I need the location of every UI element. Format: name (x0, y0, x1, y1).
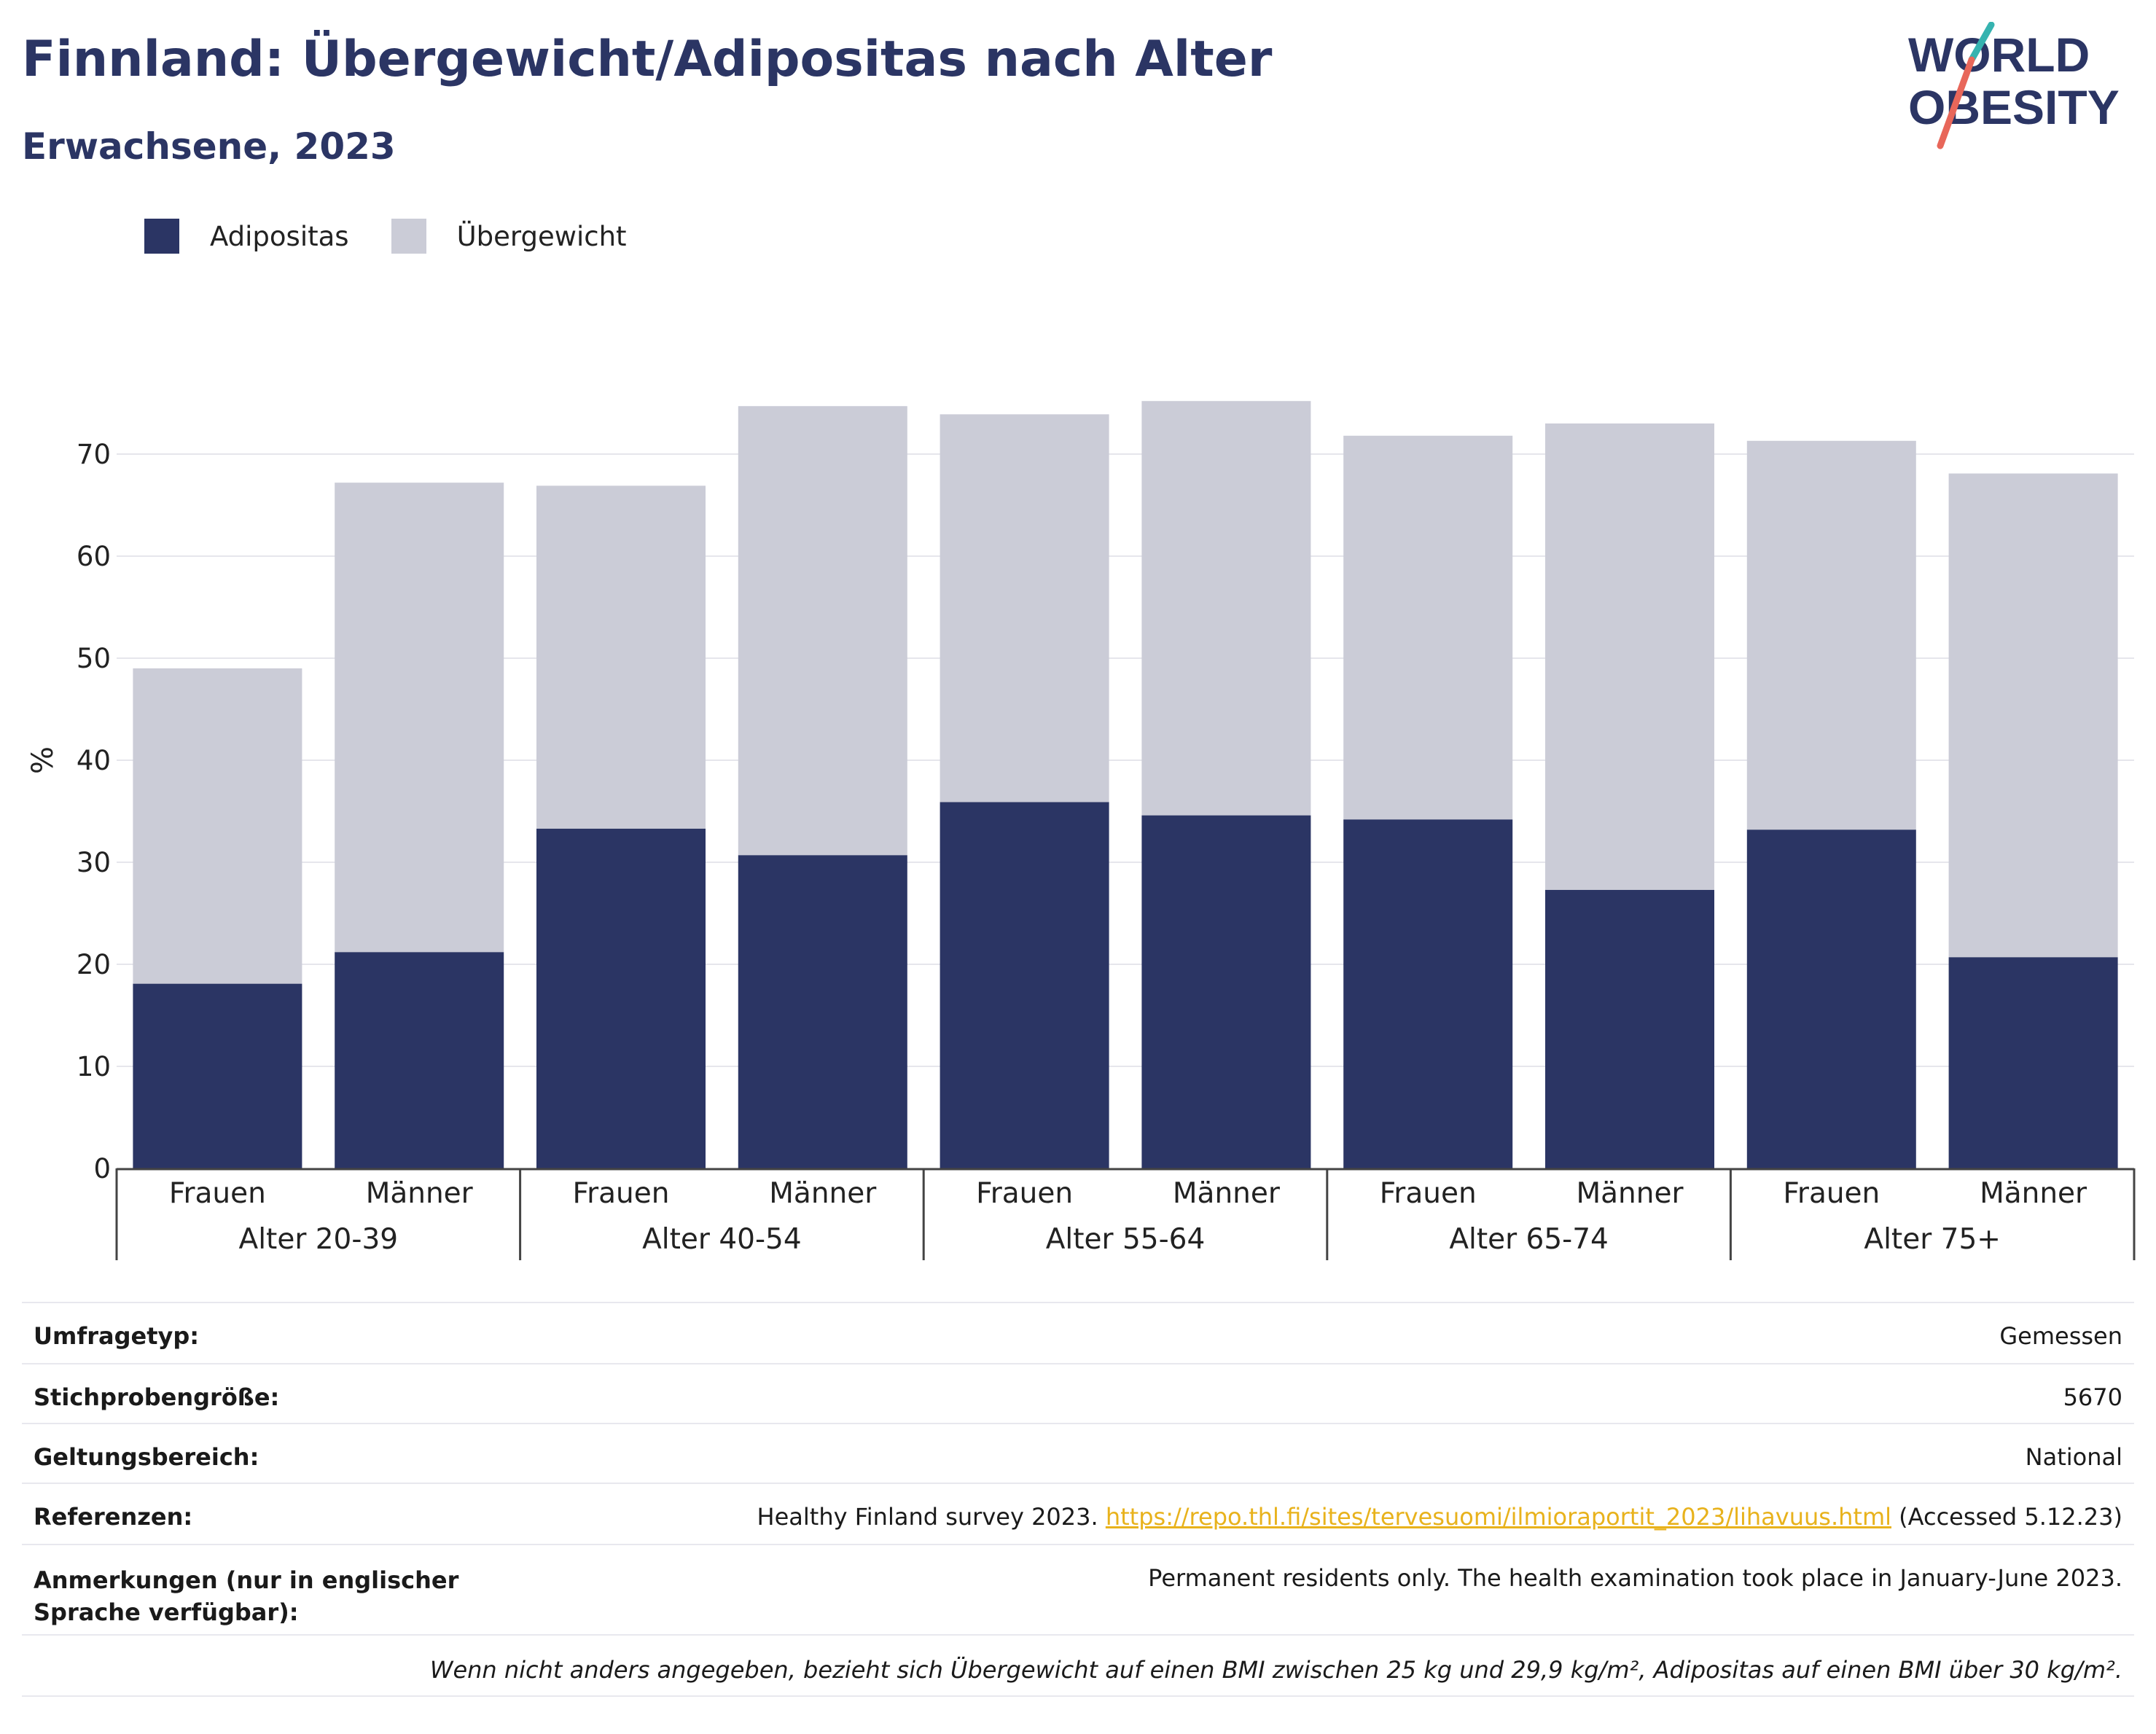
info-row-notes: Anmerkungen (nur in englischer Sprache v… (22, 1544, 2134, 1634)
bar-uebergewicht (1948, 473, 2118, 958)
x-tick-label: Frauen (1783, 1177, 1880, 1210)
bar-uebergewicht (335, 483, 504, 953)
svg-text:OBESITY: OBESITY (1908, 80, 2120, 134)
x-group-label: Alter 55-64 (1046, 1223, 1206, 1256)
bar-adipositas (1746, 829, 1916, 1168)
info-row-scope: Geltungsbereich: National (22, 1423, 2134, 1483)
info-value-references: Healthy Finland survey 2023. https://rep… (757, 1503, 2122, 1531)
x-tick-label: Frauen (1380, 1177, 1477, 1210)
bar-uebergewicht (133, 668, 302, 984)
bar-adipositas (335, 952, 504, 1168)
y-tick-label: 40 (77, 745, 111, 776)
bar-adipositas (940, 802, 1109, 1168)
info-value: 5670 (2063, 1383, 2122, 1411)
x-tick-label: Männer (366, 1177, 474, 1210)
bar-uebergewicht (738, 406, 907, 856)
page-subtitle: Erwachsene, 2023 (22, 125, 396, 168)
legend-swatch-adipositas (144, 219, 179, 254)
y-tick-label: 70 (77, 439, 111, 470)
page-title: Finnland: Übergewicht/Adipositas nach Al… (22, 31, 1273, 88)
world-obesity-logo: WORLD OBESITY (1908, 22, 2120, 149)
x-tick-label: Männer (1576, 1177, 1684, 1210)
x-group-label: Alter 40-54 (642, 1223, 802, 1256)
x-tick-label: Frauen (573, 1177, 670, 1210)
y-tick-label: 60 (77, 541, 111, 572)
info-row-sample-size: Stichprobengröße: 5670 (22, 1363, 2134, 1423)
info-key: Anmerkungen (nur in englischer Sprache v… (34, 1566, 459, 1626)
reference-text: Healthy Finland survey 2023. (757, 1503, 1106, 1531)
info-key: Geltungsbereich: (34, 1443, 259, 1471)
x-tick-label: Männer (1173, 1177, 1281, 1210)
info-table: Umfragetyp: Gemessen Stichprobengröße: 5… (22, 1302, 2134, 1697)
stacked-bar-chart: 0 10 20 30 40 50 60 70% Frauen Männer Frauen Männer… (26, 401, 2136, 1260)
info-value: Permanent residents only. The health exa… (1148, 1564, 2122, 1592)
bar-adipositas (1948, 957, 2118, 1168)
legend-swatch-uebergewicht (391, 219, 426, 254)
bar-adipositas (1343, 819, 1513, 1168)
x-tick-label: Frauen (976, 1177, 1073, 1210)
reference-link[interactable]: https://repo.thl.fi/sites/tervesuomi/ilm… (1105, 1503, 1891, 1531)
info-key: Umfragetyp: (34, 1322, 200, 1350)
x-tick-label: Frauen (169, 1177, 266, 1210)
bar-uebergewicht (940, 414, 1109, 802)
y-axis-label: % (26, 746, 60, 774)
bar-uebergewicht (536, 485, 706, 829)
x-tick-label: Männer (769, 1177, 877, 1210)
definition-footnote: Wenn nicht anders angegeben, bezieht sic… (22, 1634, 2134, 1695)
bar-uebergewicht (1746, 440, 1916, 830)
logo-slash-bottom (1937, 56, 1975, 149)
x-tick-label: Männer (1980, 1177, 2087, 1210)
x-group-label: Alter 20-39 (239, 1223, 399, 1256)
info-row-survey-type: Umfragetyp: Gemessen (22, 1302, 2134, 1363)
bar-uebergewicht (1343, 435, 1513, 820)
info-key: Stichprobengröße: (34, 1383, 280, 1411)
x-group-label: Alter 75+ (1864, 1223, 2001, 1256)
info-row-references: Referenzen: Healthy Finland survey 2023.… (22, 1483, 2134, 1544)
bar-uebergewicht (1545, 423, 1714, 890)
info-value: Gemessen (1999, 1322, 2122, 1350)
bar-adipositas (536, 828, 706, 1168)
y-tick-label: 0 (93, 1153, 111, 1184)
bar-adipositas (1141, 815, 1311, 1168)
x-group-label: Alter 65-74 (1449, 1223, 1609, 1256)
info-key: Referenzen: (34, 1503, 193, 1531)
logo-slash-top (1968, 22, 1995, 63)
y-tick-label: 50 (77, 643, 111, 674)
legend-label-uebergewicht: Übergewicht (456, 220, 627, 252)
y-tick-label: 20 (77, 949, 111, 980)
legend-label-adipositas: Adipositas (210, 220, 349, 252)
chart-legend: Adipositas Übergewicht (144, 217, 669, 255)
bar-adipositas (738, 855, 907, 1168)
bar-adipositas (133, 983, 302, 1168)
y-tick-label: 30 (77, 847, 111, 878)
bar-uebergewicht (1141, 401, 1311, 816)
info-table-bottom-border (22, 1695, 2134, 1697)
reference-accessed: (Accessed 5.12.23) (1891, 1503, 2122, 1531)
bar-adipositas (1545, 889, 1714, 1168)
info-value: National (2025, 1443, 2122, 1471)
svg-text:WORLD: WORLD (1908, 28, 2090, 82)
y-tick-label: 10 (77, 1051, 111, 1082)
